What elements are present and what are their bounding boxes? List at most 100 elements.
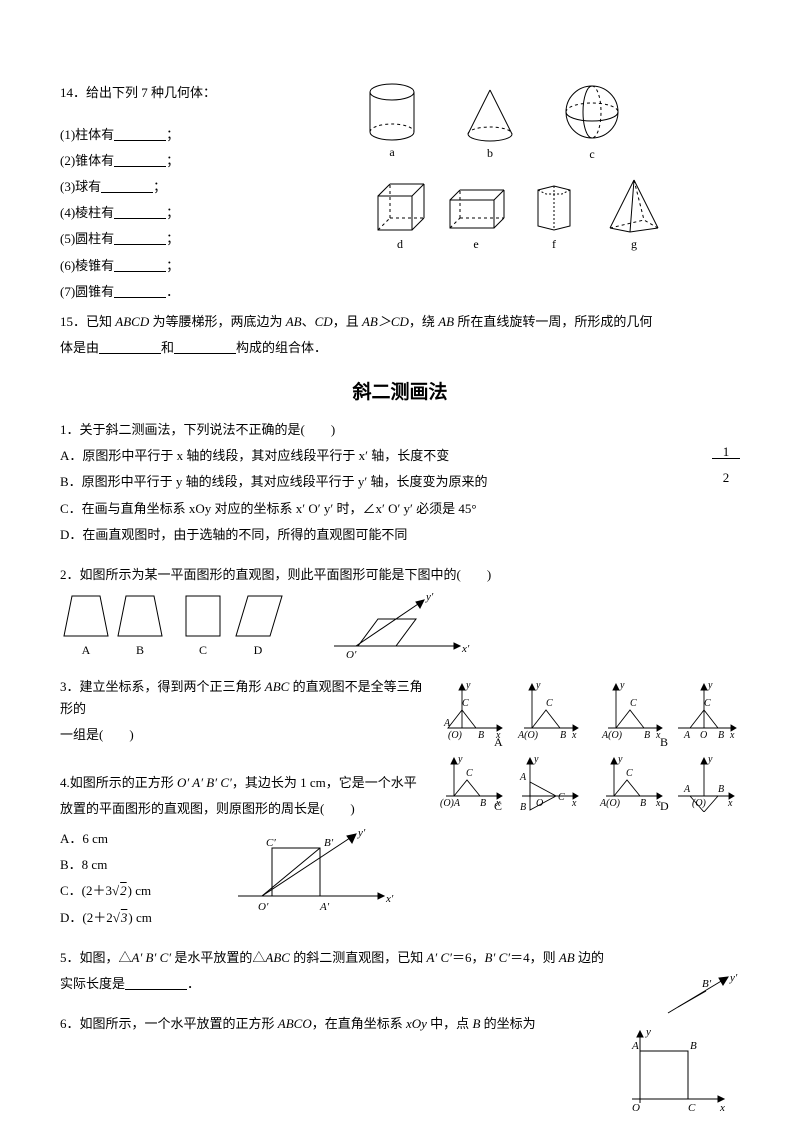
svg-text:O: O xyxy=(536,798,543,809)
t: AB xyxy=(438,314,454,329)
q14-figures: a b c xyxy=(350,82,740,307)
svg-text:D: D xyxy=(254,643,263,657)
svg-text:B: B xyxy=(718,784,724,795)
q14-i7-label: (7)圆锥有 xyxy=(60,284,114,299)
t: A′ xyxy=(319,901,330,913)
q14-i2-label: (2)锥体有 xyxy=(60,153,114,168)
t: C′ xyxy=(266,837,276,849)
t: ＝4，则 xyxy=(510,950,559,965)
svg-text:y: y xyxy=(533,754,539,765)
t: AB xyxy=(286,314,302,329)
svg-text:A: A xyxy=(82,643,91,657)
t: ，其边长为 1 cm，它是一个水平 xyxy=(232,775,417,790)
t: 的坐标为 xyxy=(480,1016,535,1031)
svg-text:A(O): A(O) xyxy=(599,798,621,809)
svg-text:C: C xyxy=(462,698,469,709)
s1-stem: 1．关于斜二测画法，下列说法不正确的是( ) xyxy=(60,419,740,441)
svg-text:B: B xyxy=(640,798,646,809)
svg-text:x: x xyxy=(571,798,577,809)
t: A xyxy=(631,1040,639,1052)
t: ABC xyxy=(265,950,290,965)
t: ) cm xyxy=(128,883,151,898)
svg-text:A: A xyxy=(683,730,691,741)
s3: C A (O) B x y C A(O) B x y xyxy=(60,676,740,820)
t: y′ xyxy=(357,827,366,839)
s2-stem: 2．如图所示为某一平面图形的直观图，则此平面图形可能是下图中的( ) xyxy=(60,564,740,586)
blank xyxy=(114,230,166,245)
svg-text:y: y xyxy=(619,680,625,691)
t: O xyxy=(632,1102,640,1113)
svg-text:C: C xyxy=(199,643,207,657)
s4-D: D．(2＋2√3) cm xyxy=(60,907,200,929)
s4-opts: A．6 cm B．8 cm C．(2＋3√2) cm D．(2＋2√3) cm … xyxy=(60,824,740,932)
t: AB＞CD xyxy=(362,314,409,329)
svg-text:O′: O′ xyxy=(346,649,357,661)
s5: 5．如图，△A′ B′ C′ 是水平放置的△ABC 的斜二测直观图，已知 A′ … xyxy=(60,947,740,969)
q15: 15．已知 ABCD 为等腰梯形，两底边为 AB、CD，且 AB＞CD，绕 AB… xyxy=(60,311,740,333)
t: C xyxy=(688,1102,696,1113)
half-frac: 1 xyxy=(712,445,740,467)
q14-item-1: (1)柱体有； xyxy=(60,124,340,146)
svg-text:A: A xyxy=(494,735,503,749)
t: C．(2＋3 xyxy=(60,883,112,898)
q14-item-7: (7)圆锥有． xyxy=(60,281,340,303)
q14-item-4: (4)棱柱有； xyxy=(60,202,340,224)
t: B′ xyxy=(324,837,334,849)
svg-text:y: y xyxy=(707,754,713,765)
svg-text:e: e xyxy=(473,237,478,251)
blank xyxy=(114,257,166,272)
t: 实际长度是 xyxy=(60,976,125,991)
t: ，且 xyxy=(333,314,362,329)
svg-text:A: A xyxy=(683,784,691,795)
blank xyxy=(101,178,153,193)
svg-text:B: B xyxy=(660,735,668,749)
svg-text:x′: x′ xyxy=(461,643,470,655)
svg-text:B: B xyxy=(718,730,724,741)
t: ABC xyxy=(265,679,290,694)
s4-B: B．8 cm xyxy=(60,854,200,876)
svg-text:y: y xyxy=(465,680,471,691)
t: 中，点 xyxy=(427,1016,473,1031)
t: x′ xyxy=(385,893,394,905)
t: 构成的组合体． xyxy=(236,340,327,355)
t: 为等腰梯形，两底边为 xyxy=(149,314,286,329)
svg-text:D: D xyxy=(660,799,669,812)
svg-text:C: C xyxy=(546,698,553,709)
section-title: 斜二测画法 xyxy=(60,377,740,409)
half-frac2: 2 xyxy=(712,471,740,493)
svg-text:y: y xyxy=(617,754,623,765)
t: 是水平放置的△ xyxy=(171,950,265,965)
svg-text:b: b xyxy=(487,146,493,160)
t: ) cm xyxy=(128,910,151,925)
s4-fig: O′ A′ B′ C′ x′ y′ xyxy=(228,824,408,916)
svg-text:A(O): A(O) xyxy=(601,730,623,741)
svg-text:x: x xyxy=(727,798,733,809)
svg-text:x: x xyxy=(729,730,735,741)
t: 6．如图所示，一个水平放置的正方形 xyxy=(60,1016,278,1031)
svg-text:C: C xyxy=(626,768,633,779)
t: ABCD xyxy=(115,314,149,329)
t: 3．建立坐标系，得到两个正三角形 xyxy=(60,679,265,694)
t: ABCO xyxy=(278,1016,312,1031)
t: 边的 xyxy=(575,950,604,965)
t: D．(2＋2 xyxy=(60,910,113,925)
svg-text:O: O xyxy=(700,730,707,741)
blank xyxy=(114,204,166,219)
t: CD xyxy=(315,314,333,329)
t: y′ xyxy=(729,972,738,984)
q14-left: 14．给出下列 7 种几何体： (1)柱体有； (2)锥体有； (3)球有； (… xyxy=(60,78,340,307)
svg-text:y: y xyxy=(535,680,541,691)
q14-item-2: (2)锥体有； xyxy=(60,150,340,172)
blank xyxy=(114,283,166,298)
q14-i5-label: (5)圆柱有 xyxy=(60,231,114,246)
t: O′ xyxy=(258,901,269,913)
blank xyxy=(114,152,166,167)
blank xyxy=(174,339,236,354)
svg-text:B: B xyxy=(478,730,484,741)
num: 1 xyxy=(712,445,740,459)
q14-i1-label: (1)柱体有 xyxy=(60,127,114,142)
t: 15．已知 xyxy=(60,314,115,329)
t: ＝6， xyxy=(452,950,485,965)
q15b: 体是由和构成的组合体． xyxy=(60,337,740,359)
t: 所在直线旋转一周，所形成的几何 xyxy=(454,314,652,329)
